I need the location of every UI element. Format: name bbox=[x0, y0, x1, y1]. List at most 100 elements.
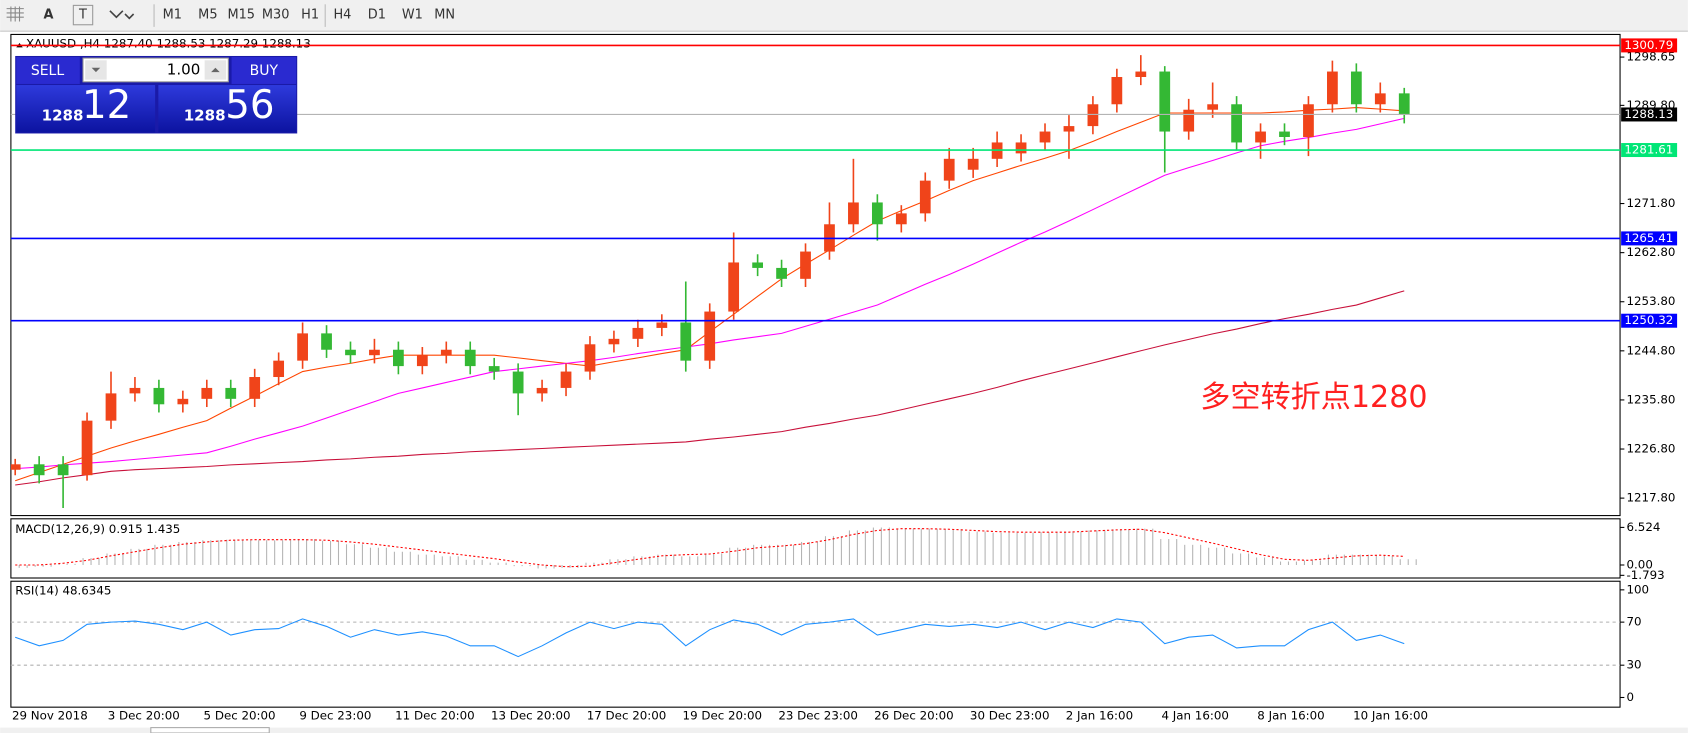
candle-body bbox=[584, 344, 596, 372]
timeframe-button[interactable]: MN bbox=[434, 8, 455, 23]
candle-body bbox=[1111, 76, 1123, 105]
timeframe-button[interactable]: M30 bbox=[262, 8, 290, 23]
candle-body bbox=[919, 180, 931, 214]
candle-body bbox=[536, 387, 548, 394]
macd-title: MACD(12,26,9) 0.915 1.435 bbox=[15, 522, 180, 536]
candle-body bbox=[1303, 104, 1314, 137]
candle-body bbox=[321, 333, 332, 350]
timeframe-button[interactable]: M15 bbox=[227, 8, 255, 23]
sell-price-big: 1288 bbox=[42, 107, 84, 125]
x-tick-label: 5 Dec 20:00 bbox=[204, 708, 276, 722]
macd-tick-label: -1.793 bbox=[1627, 568, 1665, 582]
price-level-tag bbox=[1621, 231, 1678, 246]
x-tick-label: 29 Nov 2018 bbox=[12, 708, 88, 722]
x-tick-label: 3 Dec 20:00 bbox=[108, 708, 180, 722]
buy-button[interactable] bbox=[231, 57, 297, 84]
timeframe-button[interactable]: H1 bbox=[301, 8, 319, 23]
x-tick-label: 9 Dec 23:00 bbox=[299, 708, 371, 722]
x-tick-label: 4 Jan 16:00 bbox=[1162, 708, 1229, 722]
annotation: 多空转折点1280 bbox=[1200, 380, 1427, 415]
toolbar bbox=[0, 0, 1688, 32]
macd-panel bbox=[10, 518, 1621, 579]
candle-body bbox=[728, 262, 740, 312]
candle-body bbox=[1183, 109, 1195, 132]
price-plot bbox=[10, 55, 1410, 508]
x-tick-label: 13 Dec 20:00 bbox=[491, 708, 571, 722]
x-tick-label: 8 Jan 16:00 bbox=[1257, 708, 1324, 722]
rsi-panel bbox=[10, 580, 1621, 708]
chart-title: XAUUSD ,H4 1287.40 1288.53 1287.29 1288.… bbox=[26, 37, 311, 51]
candle-body bbox=[752, 262, 764, 268]
sell-button[interactable] bbox=[16, 57, 80, 84]
price-tick-label: 1226.80 bbox=[1627, 442, 1676, 456]
price-tick-label: 1235.80 bbox=[1627, 392, 1676, 406]
candle-body bbox=[1374, 93, 1386, 105]
candle-body bbox=[1015, 142, 1027, 154]
candle-body bbox=[177, 398, 189, 405]
candle-body bbox=[1039, 131, 1051, 143]
active-tab[interactable] bbox=[150, 727, 270, 733]
candle-body bbox=[1350, 71, 1362, 105]
price-tick-label: 1271.80 bbox=[1627, 196, 1676, 210]
timeframe-button[interactable]: H4 bbox=[333, 8, 351, 23]
x-tick-label: 17 Dec 20:00 bbox=[587, 708, 667, 722]
x-tick-label: 2 Jan 16:00 bbox=[1066, 708, 1133, 722]
crosshair-icon[interactable] bbox=[6, 6, 24, 22]
price-level-tag bbox=[1621, 143, 1678, 158]
chart-layer: 1298.651289.801271.801262.801253.801244.… bbox=[10, 38, 1678, 722]
price-level-label: 1300.79 bbox=[1624, 38, 1673, 52]
timeframe-button[interactable]: D1 bbox=[368, 8, 386, 23]
candle-body bbox=[608, 338, 620, 345]
candle-body bbox=[201, 387, 213, 399]
price-level-label: 1250.32 bbox=[1624, 313, 1673, 327]
candle-body bbox=[1231, 104, 1242, 143]
candle-body bbox=[105, 393, 117, 421]
timeframe-button[interactable]: W1 bbox=[402, 8, 423, 23]
text-tool[interactable]: A bbox=[44, 8, 54, 23]
candle-body bbox=[345, 349, 356, 356]
tab-strip bbox=[0, 727, 1688, 733]
candle-body bbox=[393, 349, 404, 367]
moving-average bbox=[15, 290, 1405, 486]
x-tick-label: 30 Dec 23:00 bbox=[970, 708, 1050, 722]
candle-body bbox=[153, 387, 165, 405]
lots-up-icon bbox=[211, 67, 220, 73]
rsi-tick-label: 30 bbox=[1627, 658, 1642, 672]
candle-body bbox=[1135, 71, 1147, 77]
candle-body bbox=[273, 360, 285, 378]
lots-value[interactable]: 1.00 bbox=[167, 60, 201, 78]
lots-input[interactable] bbox=[82, 57, 229, 83]
buy-price-big: 1288 bbox=[184, 107, 226, 125]
label-tool[interactable]: T bbox=[78, 8, 87, 23]
price-tick-label: 1244.80 bbox=[1627, 343, 1676, 357]
candle-body bbox=[369, 349, 380, 356]
toolbar-items: A T M1 M5 M15 M30 H1 H4 D1 W1 MN bbox=[6, 4, 455, 27]
sell-quote[interactable] bbox=[16, 85, 156, 133]
buy-label[interactable]: BUY bbox=[250, 63, 279, 79]
label-tool-frame[interactable] bbox=[72, 4, 94, 26]
candle-body bbox=[297, 333, 308, 361]
candle-body bbox=[871, 202, 883, 225]
one-click-trading: SELL 1.00 BUY 1288 12 1288 56 bbox=[15, 55, 298, 134]
price-tick-label: 1262.80 bbox=[1627, 245, 1676, 259]
sell-label[interactable]: SELL bbox=[31, 63, 65, 79]
candle-body bbox=[800, 251, 811, 279]
candle-body bbox=[464, 349, 476, 367]
price-tick-label: 1298.65 bbox=[1627, 50, 1676, 64]
price-level-label: 1288.13 bbox=[1624, 107, 1673, 121]
price-level-tag bbox=[1621, 313, 1678, 328]
sell-price-pips: 12 bbox=[82, 83, 131, 128]
candle-body bbox=[967, 158, 979, 170]
timeframe-button[interactable]: M1 bbox=[163, 8, 182, 23]
rsi-line bbox=[15, 618, 1405, 658]
candle-body bbox=[1159, 71, 1171, 132]
buy-quote[interactable] bbox=[158, 85, 297, 133]
candle-body bbox=[1207, 104, 1219, 110]
price-tick-label: 1217.80 bbox=[1627, 491, 1676, 505]
objects-icon[interactable] bbox=[109, 10, 135, 20]
candle-body bbox=[33, 464, 45, 476]
candle-body bbox=[129, 387, 141, 394]
candle-body bbox=[848, 202, 859, 225]
timeframe-button[interactable]: M5 bbox=[198, 8, 217, 23]
rsi-title: RSI(14) 48.6345 bbox=[15, 583, 111, 597]
